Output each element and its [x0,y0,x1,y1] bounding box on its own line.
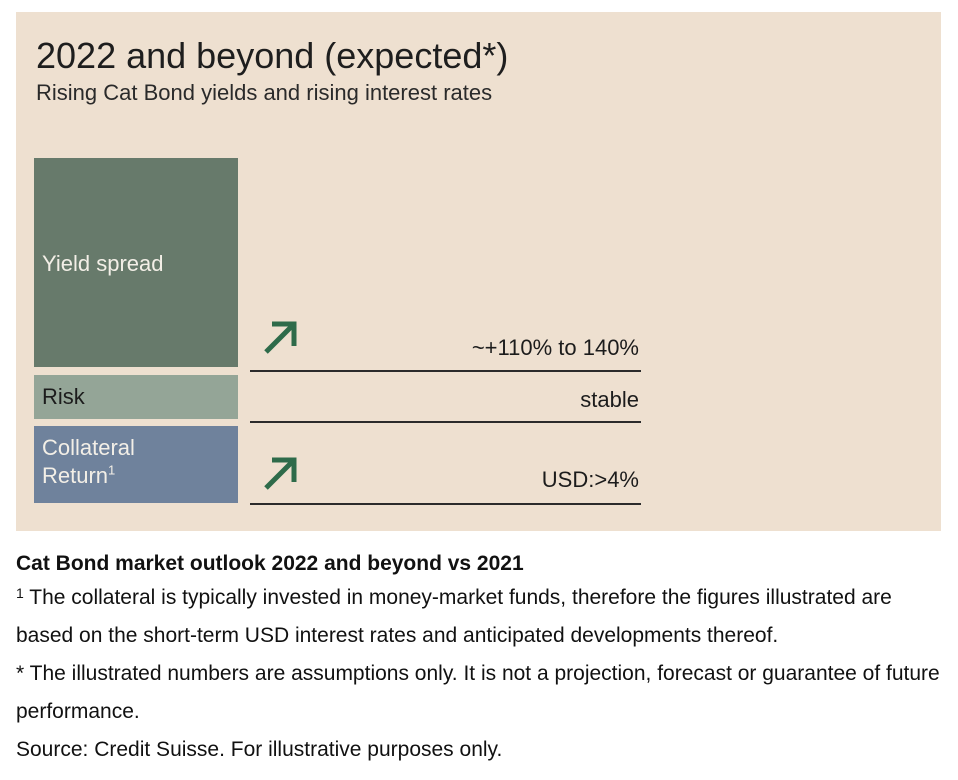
divider [250,421,641,423]
return-label: Return1 [42,462,238,490]
disclaimer: * The illustrated numbers are assumption… [16,662,940,723]
divider [250,370,641,372]
figure-subtitle: Rising Cat Bond yields and rising intere… [36,80,493,105]
collateral-return-block: Collateral Return1 [34,426,238,503]
footnote: 1 The collateral is typically invested i… [16,579,946,655]
collateral-return-value: USD:>4% [541,467,639,492]
yield-spread-value: ~+110% to 140% [471,335,639,360]
risk-block: Risk [34,375,238,419]
footnote-marker: 1 [16,585,24,601]
collateral-label: Collateral [42,435,135,460]
footnote-text: The collateral is typically invested in … [16,586,892,647]
yield-spread-block: Yield spread [34,158,238,367]
divider [250,503,641,505]
risk-label: Risk [42,384,85,409]
up-arrow-icon [264,457,297,490]
risk-value: stable [580,387,639,412]
yield-spread-label: Yield spread [42,251,164,276]
figure-title: 2022 and beyond (expected*) [36,35,509,76]
figure-caption: Cat Bond market outlook 2022 and beyond … [16,549,946,769]
up-arrow-icon [264,321,297,354]
return-label-text: Return [42,463,109,488]
caption-title: Cat Bond market outlook 2022 and beyond … [16,552,524,575]
return-footnote-marker: 1 [108,462,116,478]
figure-panel: 2022 and beyond (expected*) Rising Cat B… [16,12,941,531]
source-note: Source: Credit Suisse. For illustrative … [16,738,503,761]
